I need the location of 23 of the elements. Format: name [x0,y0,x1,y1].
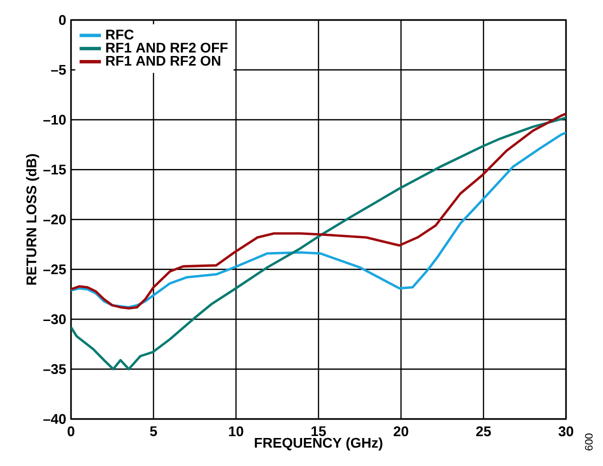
y-tick-label: –10 [43,114,66,125]
x-tick-label: 15 [312,426,326,436]
legend-label: RF1 AND RF2 OFF [106,42,228,53]
x-axis-title: FREQUENCY (GHz) [254,437,382,450]
line-series [71,116,566,370]
y-tick-label: –20 [43,214,66,224]
y-tick-label: –5 [51,64,66,75]
x-tick-label: 25 [476,426,491,436]
y-axis-title: RETURN LOSS (dB) [26,154,40,285]
y-tick-label: –40 [43,414,66,424]
legend-label: RFC [106,30,134,40]
legend-label: RF1 AND RF2 ON [106,56,220,66]
x-tick-label: 20 [394,426,408,436]
x-tick-label: 5 [150,426,157,436]
y-tick-label: –35 [43,364,66,374]
y-tick-label: 0 [59,15,66,25]
y-tick-label: –25 [43,264,66,274]
text: 009 [585,434,593,450]
y-tick-label: –15 [43,164,66,175]
y-tick-label: –30 [43,314,66,324]
x-tick-label: 0 [68,426,74,436]
x-tick-label: 30 [558,426,574,436]
x-tick-label: 10 [229,426,244,436]
